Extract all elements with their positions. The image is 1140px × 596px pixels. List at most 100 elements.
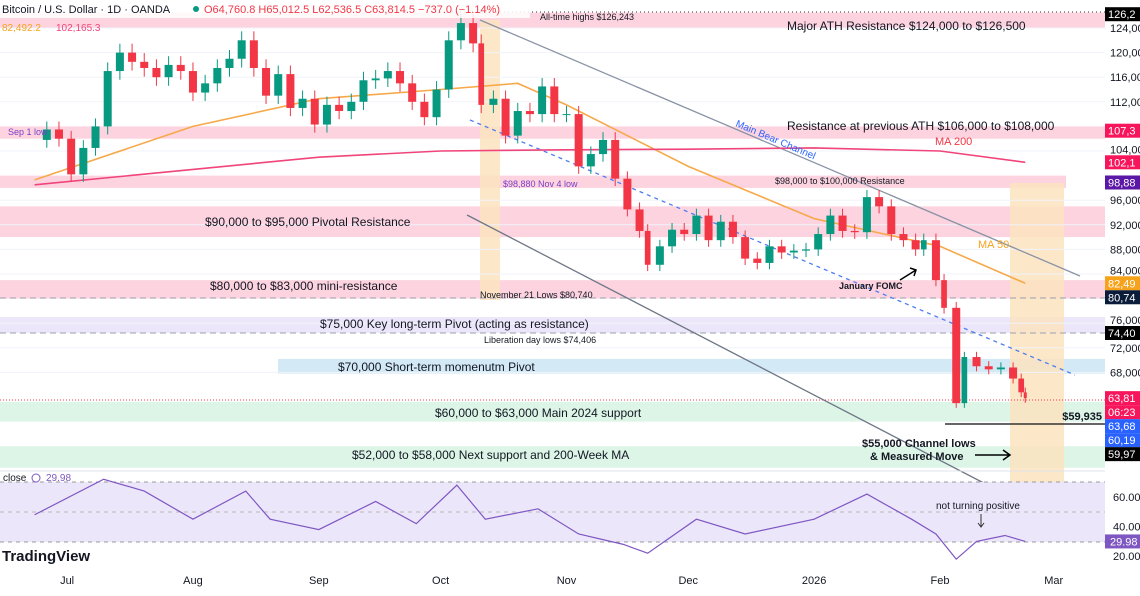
- price-tag: [1105, 433, 1140, 448]
- ath-label: All-time highs $126,243: [540, 12, 634, 22]
- february-highlight: [1010, 183, 1064, 505]
- price-tag-label: 59,97: [1108, 449, 1136, 461]
- liberation-label: Liberation day lows $74,406: [484, 335, 596, 345]
- fomc-arrow-icon: [899, 267, 917, 281]
- zone-band: [0, 280, 1105, 299]
- prev-ath-zone-label: Resistance at previous ATH $106,000 to $…: [787, 119, 1055, 133]
- candle-body: [164, 64, 173, 78]
- rsi-arrow-icon: [977, 514, 985, 528]
- candle-body: [668, 229, 677, 247]
- price-tag: [1105, 7, 1140, 22]
- candle-body: [42, 129, 51, 140]
- price-tag-label: 102,1: [1108, 157, 1136, 169]
- pivot90-label: $90,000 to $95,000 Pivotal Resistance: [205, 215, 411, 229]
- candle-body: [310, 98, 319, 125]
- candle-body: [911, 240, 920, 250]
- market-status-icon: [193, 6, 199, 12]
- candles: [42, 13, 1027, 408]
- candle-body: [635, 209, 644, 231]
- candle-body: [611, 139, 620, 179]
- candle-body: [826, 215, 835, 235]
- candle-body: [188, 71, 197, 93]
- candle-body: [383, 71, 392, 79]
- ohlc-values: O64,760.8 H65,012.5 L62,536.5 C63,814.5 …: [204, 4, 500, 16]
- candle-body: [201, 83, 210, 93]
- candle-body: [899, 234, 908, 241]
- candle-body: [574, 114, 583, 167]
- candle-body: [1018, 378, 1025, 393]
- candle-body: [237, 40, 246, 59]
- ma50-label: MA 50: [978, 239, 1009, 251]
- candle-body: [972, 357, 981, 367]
- price-tag: [1105, 391, 1140, 406]
- candle-body: [469, 23, 478, 44]
- candle-body: [704, 215, 713, 241]
- time-axis[interactable]: Jul Aug Sep Oct Nov Dec 2026 Feb Mar: [60, 575, 1063, 587]
- price-tick-label: 96,000: [1110, 195, 1140, 207]
- tradingview-logo: TradingView: [2, 548, 90, 565]
- candle-body: [79, 147, 88, 175]
- nov4-label: $98,880 Nov 4 low: [503, 179, 578, 189]
- candle-body: [680, 229, 689, 235]
- rsi-label: close: [3, 473, 27, 484]
- price-tag-label: 60,19: [1108, 435, 1136, 447]
- price-tick-label: 120,000: [1110, 48, 1140, 60]
- candle-body: [941, 280, 947, 308]
- candle-body: [67, 138, 76, 175]
- candle-body: [984, 366, 993, 370]
- channel-lows-label-1: $55,000 Channel lows: [862, 438, 976, 450]
- candle-body: [152, 67, 161, 78]
- candle-body: [274, 74, 283, 96]
- zone-band: [0, 317, 1105, 334]
- header-bg: [0, 0, 530, 18]
- zone-band: [0, 206, 1105, 238]
- rsi-value: 29.98: [46, 473, 71, 484]
- candle-body: [140, 61, 149, 68]
- candle-body: [550, 86, 559, 115]
- rsi-settings-icon[interactable]: [31, 473, 41, 483]
- candle-body: [371, 78, 380, 81]
- candle-body: [408, 83, 417, 102]
- candle-body: [850, 230, 859, 233]
- candle-body: [931, 240, 940, 281]
- price-tag: [1105, 419, 1140, 434]
- candle-body: [644, 230, 651, 265]
- rsi-tag: [1105, 534, 1140, 549]
- support52-label: $52,000 to $58,000 Next support and 200-…: [352, 448, 629, 462]
- time-tick-label: Aug: [183, 575, 203, 587]
- candle-body: [420, 101, 429, 118]
- ma200-value: 102,165.3: [56, 23, 101, 34]
- candle-body: [115, 52, 124, 72]
- candle-body: [920, 240, 927, 250]
- candle-body: [359, 80, 368, 102]
- candle-body: [623, 178, 632, 210]
- time-tick-label: 2026: [802, 575, 826, 587]
- symbol-title[interactable]: Bitcoin / U.S. Dollar · 1D · OANDA: [2, 4, 171, 16]
- candle-body: [789, 250, 798, 253]
- candle-body: [716, 221, 725, 241]
- rsi-tag-label: 29.98: [1110, 536, 1138, 548]
- time-tick-label: Nov: [557, 575, 577, 587]
- price-tag: [1105, 405, 1140, 420]
- candle-body: [862, 197, 871, 233]
- res98-label: $98,000 to $100,000 Resistance: [775, 176, 905, 186]
- level-59935-label: $59,935: [1062, 411, 1102, 423]
- candle-body: [753, 258, 762, 263]
- candle-body: [777, 246, 786, 253]
- price-tag: [1105, 123, 1140, 138]
- price-tick-label: 104,000: [1110, 144, 1140, 156]
- ath-zone-label: Major ATH Resistance $124,000 to $126,50…: [787, 19, 1026, 33]
- price-tick-label: 112,000: [1110, 97, 1140, 109]
- candle-body: [432, 89, 441, 118]
- zone-band: [278, 358, 1105, 374]
- candle-body: [887, 206, 896, 235]
- channel-lower-line: [466, 214, 1056, 521]
- candle-body: [1023, 392, 1027, 399]
- price-tag: [1105, 155, 1140, 170]
- candle-body: [322, 104, 331, 125]
- price-axis[interactable]: 126,2 107,3 102,1 98,88 82,49 80,74 74,40 63,81…: [1105, 7, 1140, 462]
- candle-body: [741, 237, 750, 259]
- candle-body: [347, 101, 356, 112]
- price-tick-label: 124,000: [1110, 23, 1140, 35]
